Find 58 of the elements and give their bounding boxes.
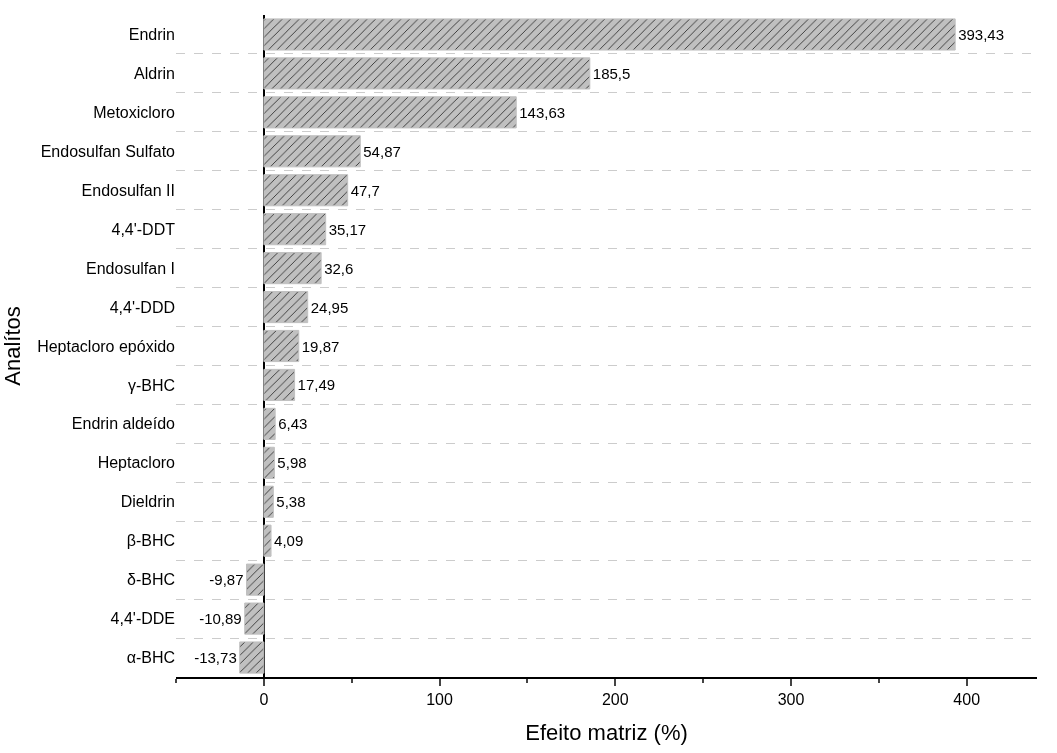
y-tick-label: Aldrin (134, 65, 175, 83)
y-axis-title: Analítos (0, 306, 25, 386)
data-label: 5,98 (277, 454, 307, 472)
data-label: -10,89 (199, 610, 242, 628)
bar (263, 290, 309, 324)
data-label: 6,43 (278, 415, 308, 433)
data-label: 5,38 (276, 493, 306, 511)
x-tick-label: 300 (777, 690, 805, 708)
y-tick-label: 4,4'-DDD (109, 298, 175, 316)
x-axis-title: Efeito matriz (%) (525, 720, 688, 746)
x-tick-label: 100 (426, 690, 454, 708)
data-label: 143,63 (519, 103, 566, 121)
bar (244, 602, 265, 635)
bar (263, 524, 272, 557)
data-label: 17,49 (297, 376, 336, 394)
y-tick-label: Heptacloro epóxido (37, 337, 176, 355)
bar (263, 485, 274, 518)
data-label: 185,5 (592, 64, 631, 82)
y-tick-label: 4,4'-DDT (111, 220, 176, 238)
bar (246, 563, 265, 596)
data-label: -13,73 (194, 649, 237, 667)
y-tick-label: δ-BHC (126, 571, 175, 589)
bar (263, 57, 591, 90)
x-tick-label: 400 (953, 690, 981, 708)
bar (263, 96, 517, 129)
x-tick-label: 200 (601, 690, 629, 708)
y-tick-label: Endrin (128, 26, 175, 44)
y-tick-label: γ-BHC (127, 376, 175, 394)
data-label: 35,17 (328, 220, 367, 238)
y-tick-label: β-BHC (126, 532, 175, 550)
bar (263, 135, 361, 168)
y-tick-label: Endosulfan I (86, 259, 175, 277)
data-label: 4,09 (274, 532, 304, 550)
y-tick-label: α-BHC (126, 649, 175, 667)
data-label: 24,95 (310, 298, 349, 316)
x-tick-label: 0 (259, 690, 269, 708)
data-label: 393,43 (958, 25, 1005, 43)
data-label: -9,87 (209, 571, 244, 589)
data-label: 47,7 (350, 181, 380, 199)
bar (263, 407, 276, 440)
bar (239, 641, 265, 674)
data-label: 32,6 (324, 259, 354, 277)
bar (263, 446, 275, 479)
bar (263, 252, 322, 285)
data-label: 19,87 (301, 337, 340, 355)
bar (263, 329, 300, 363)
y-tick-label: Endosulfan II (81, 181, 175, 199)
y-tick-label: Endrin aldeído (71, 415, 176, 433)
bar (263, 18, 956, 51)
y-tick-label: Endosulfan Sulfato (40, 142, 176, 160)
y-tick-label: Dieldrin (120, 493, 175, 511)
bar (263, 368, 296, 402)
y-tick-label: 4,4'-DDE (110, 610, 175, 628)
y-tick-label: Heptacloro (97, 454, 176, 472)
bar (263, 174, 349, 207)
data-label: 54,87 (363, 142, 401, 160)
y-tick-label: Metoxicloro (93, 103, 176, 121)
bar (263, 213, 327, 246)
